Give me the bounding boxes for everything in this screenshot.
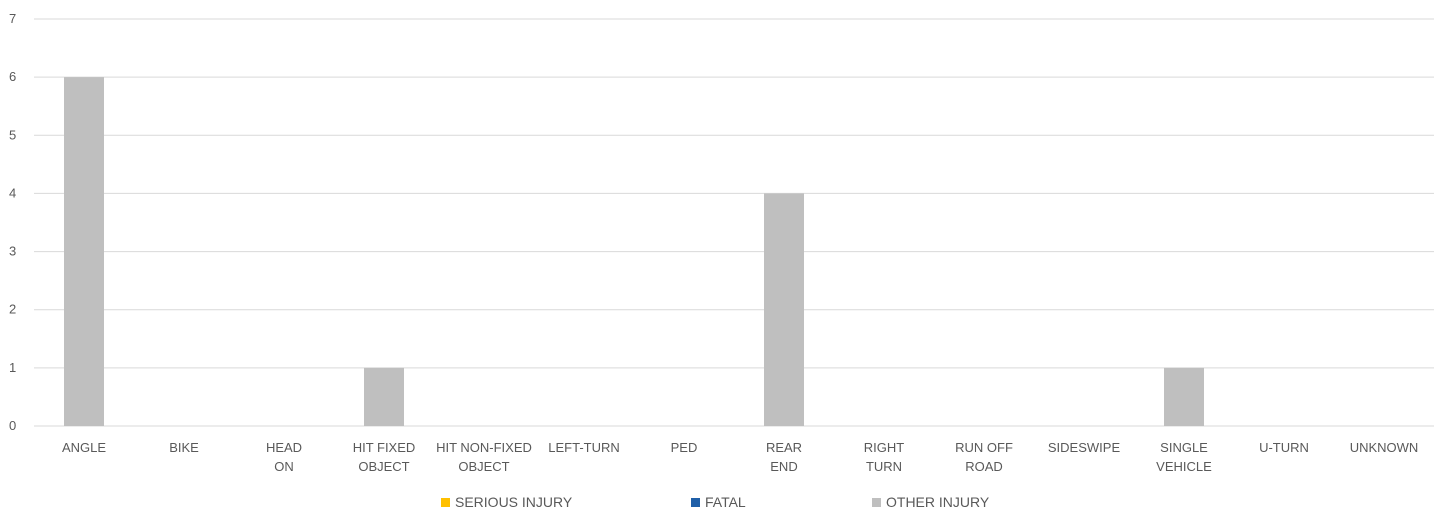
x-axis-category-labels: ANGLE BIKE HEAD ON HIT FIXED OBJECT HIT NON-FI… <box>62 440 1418 474</box>
x-tick-label: HIT FIXED OBJECT <box>353 440 416 474</box>
bars <box>64 77 1204 427</box>
y-tick-label: 2 <box>9 302 16 317</box>
bar <box>64 77 104 427</box>
legend-swatch <box>691 498 700 507</box>
x-tick-label: LEFT-TURN <box>548 440 620 455</box>
bar <box>764 193 804 426</box>
y-tick-label: 4 <box>9 185 16 200</box>
legend-swatch <box>441 498 450 507</box>
x-tick-label: PED <box>671 440 698 455</box>
legend-swatch <box>872 498 881 507</box>
legend: SERIOUS INJURY FATAL OTHER INJURY <box>441 494 990 510</box>
gridlines <box>34 18 1434 427</box>
x-tick-label: HIT NON-FIXED OBJECT <box>436 440 532 474</box>
y-tick-label: 1 <box>9 360 16 375</box>
x-tick-label: SIDESWIPE <box>1048 440 1121 455</box>
x-tick-label: RIGHT TURN <box>864 440 905 474</box>
legend-label: SERIOUS INJURY <box>455 494 573 510</box>
y-tick-label: 3 <box>9 244 16 259</box>
legend-label: FATAL <box>705 494 746 510</box>
x-tick-label: SINGLE VEHICLE <box>1156 440 1212 474</box>
x-tick-label: HEAD ON <box>266 440 302 474</box>
y-axis-tick-labels: 0 1 2 3 4 5 6 7 <box>9 11 16 433</box>
y-tick-label: 7 <box>9 11 16 26</box>
x-tick-label: BIKE <box>169 440 199 455</box>
x-tick-label: RUN OFF ROAD <box>955 440 1013 474</box>
y-tick-label: 0 <box>9 418 16 433</box>
y-tick-label: 5 <box>9 127 16 142</box>
bar <box>364 367 404 426</box>
bar <box>1164 367 1204 426</box>
x-tick-label: ANGLE <box>62 440 106 455</box>
y-tick-label: 6 <box>9 69 16 84</box>
legend-label: OTHER INJURY <box>886 494 990 510</box>
x-tick-label: REAR END <box>766 440 802 474</box>
x-tick-label: U-TURN <box>1259 440 1309 455</box>
x-tick-label: UNKNOWN <box>1350 440 1419 455</box>
